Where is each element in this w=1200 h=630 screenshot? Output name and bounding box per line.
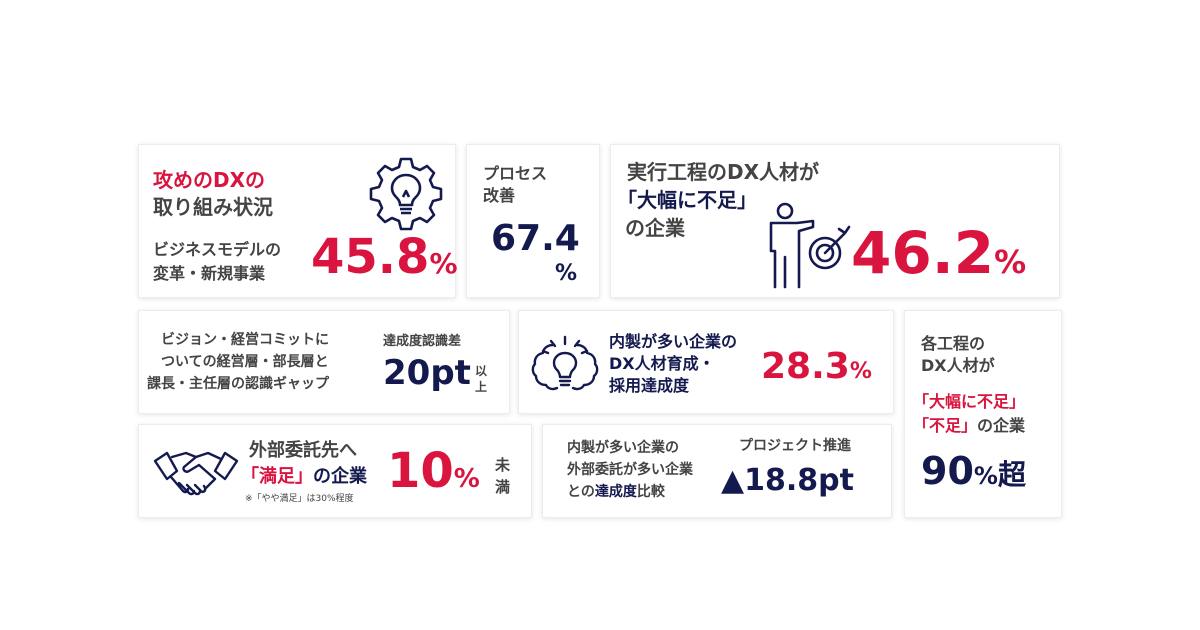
card-label: プロジェクト推進 — [739, 438, 851, 454]
card-value: 90%超 — [921, 449, 1026, 495]
line2-rest: の企業 — [313, 466, 367, 487]
card-all-processes-dx-shortage: 各工程の DX人材が 「大幅に不足」 「不足」の企業 90%超 — [904, 310, 1062, 518]
value-number: 45.8 — [311, 229, 430, 285]
value-number: 28.3 — [761, 346, 850, 387]
line4-rest: の企業 — [977, 416, 1026, 435]
card-line1: 各工程の — [921, 334, 986, 353]
card-dx-talent-shortage-execution: 実行工程のDX人材が 「大幅に不足」 の企業 46.2% — [610, 144, 1060, 298]
gear-lightbulb-icon — [367, 153, 445, 231]
card-line3: 「大幅に不足」 — [913, 392, 1026, 411]
line2-highlight: 「満足」 — [241, 466, 313, 487]
card-label-line1: ビジネスモデルの — [153, 240, 282, 259]
card-line3: 課長・主任層の認識ギャップ — [147, 376, 329, 392]
value-number: 46.2 — [851, 219, 995, 287]
card-value: 20pt — [383, 353, 471, 393]
card-suffix-line1: 未 — [495, 456, 511, 474]
card-value: 46.2% — [851, 219, 1026, 289]
card-title-line2: 取り組み状況 — [153, 195, 273, 219]
card-value: ▲18.8pt — [721, 463, 854, 498]
card-note: ※「やや満足」は30%程度 — [245, 494, 354, 504]
card-value: 45.8% — [311, 229, 458, 287]
card-label: 達成度認識差 — [383, 334, 462, 349]
handshake-icon — [153, 443, 239, 503]
card-line2: DX人材育成・ — [609, 354, 715, 373]
card-suffix-line2: 上 — [475, 380, 488, 394]
line3-bold: 達成度 — [594, 484, 637, 500]
card-suffix-line2: 満 — [495, 478, 511, 496]
card-line1: 外部委託先へ — [249, 440, 357, 461]
card-line1: 内製が多い企業の — [609, 332, 738, 351]
card-vision-recognition-gap: ビジョン・経営コミットに ついての経営層・部長層と 課長・主任層の認識ギャップ … — [138, 310, 510, 414]
card-project-promotion-comparison: 内製が多い企業の 外部委託が多い企業 との達成度比較 プロジェクト推進 ▲18.… — [542, 424, 892, 518]
card-line2: 「大幅に不足」 — [617, 188, 757, 212]
card-process-improvement: プロセス 改善 67.4 % — [466, 144, 600, 298]
card-title-line1: 攻めのDXの — [153, 168, 266, 192]
card-value: 28.3% — [761, 345, 872, 388]
person-target-icon — [769, 201, 853, 291]
card-label-line1: プロセス — [483, 164, 548, 183]
card-line1: 実行工程のDX人材が — [627, 160, 820, 184]
value-unit: % — [973, 462, 998, 490]
card-line3: 採用達成度 — [609, 376, 690, 395]
card-label-line2: 変革・新規事業 — [153, 264, 266, 283]
card-line3: の企業 — [625, 216, 685, 240]
value-number: 10 — [387, 443, 454, 499]
card-line2: ついての経営層・部長層と — [161, 354, 329, 370]
card-value: 10% — [387, 443, 480, 501]
value-unit: % — [429, 247, 458, 280]
value-unit: % — [453, 464, 480, 494]
value-unit: % — [849, 359, 872, 384]
card-line2: DX人材が — [921, 356, 995, 375]
card-line2: 「満足」の企業 — [241, 465, 367, 489]
value-suffix: 超 — [997, 458, 1026, 491]
brain-lightbulb-icon — [531, 333, 599, 395]
value-unit: % — [994, 243, 1027, 281]
card-line4: 「不足」の企業 — [913, 415, 1025, 437]
card-aggressive-dx: 攻めのDXの 取り組み状況 ビジネスモデルの 変革・新規事業 45.8% — [138, 144, 458, 298]
card-value-unit: % — [555, 261, 578, 286]
card-line2: 外部委託が多い企業 — [567, 462, 693, 478]
value-number: 90 — [921, 449, 974, 493]
card-line3: との達成度比較 — [567, 483, 665, 502]
card-line1: 内製が多い企業の — [567, 440, 679, 456]
card-inhouse-dx-talent-achievement: 内製が多い企業の DX人材育成・ 採用達成度 28.3% — [518, 310, 894, 414]
line3-post: 比較 — [636, 484, 665, 500]
card-line1: ビジョン・経営コミットに — [161, 332, 329, 348]
line3-pre: との — [567, 484, 595, 500]
card-outsourcing-satisfaction: 外部委託先へ 「満足」の企業 ※「やや満足」は30%程度 10% 未 満 — [138, 424, 532, 518]
card-suffix-line1: 以 — [475, 364, 488, 378]
card-label-line2: 改善 — [483, 186, 516, 205]
card-value-number: 67.4 — [491, 218, 580, 259]
line4-highlight: 「不足」 — [913, 416, 978, 435]
